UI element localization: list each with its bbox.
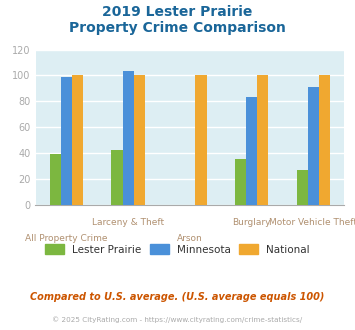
Text: Compared to U.S. average. (U.S. average equals 100): Compared to U.S. average. (U.S. average … (30, 292, 325, 302)
Bar (246, 97, 257, 205)
Bar (297, 170, 308, 205)
Text: 2019 Lester Prairie: 2019 Lester Prairie (102, 5, 253, 19)
Bar (257, 75, 268, 205)
Bar (122, 72, 134, 205)
Bar (50, 154, 61, 205)
Bar (196, 75, 207, 205)
Bar (319, 75, 330, 205)
Text: Motor Vehicle Theft: Motor Vehicle Theft (269, 218, 355, 227)
Bar (235, 159, 246, 205)
Text: © 2025 CityRating.com - https://www.cityrating.com/crime-statistics/: © 2025 CityRating.com - https://www.city… (53, 317, 302, 323)
Text: Larceny & Theft: Larceny & Theft (92, 218, 164, 227)
Bar (72, 75, 83, 205)
Text: Burglary: Burglary (233, 218, 271, 227)
Bar (134, 75, 145, 205)
Bar (111, 150, 122, 205)
Text: All Property Crime: All Property Crime (25, 234, 108, 243)
Legend: Lester Prairie, Minnesota, National: Lester Prairie, Minnesota, National (41, 240, 314, 259)
Bar (308, 87, 319, 205)
Text: Arson: Arson (177, 234, 203, 243)
Text: Property Crime Comparison: Property Crime Comparison (69, 21, 286, 35)
Bar (61, 77, 72, 205)
